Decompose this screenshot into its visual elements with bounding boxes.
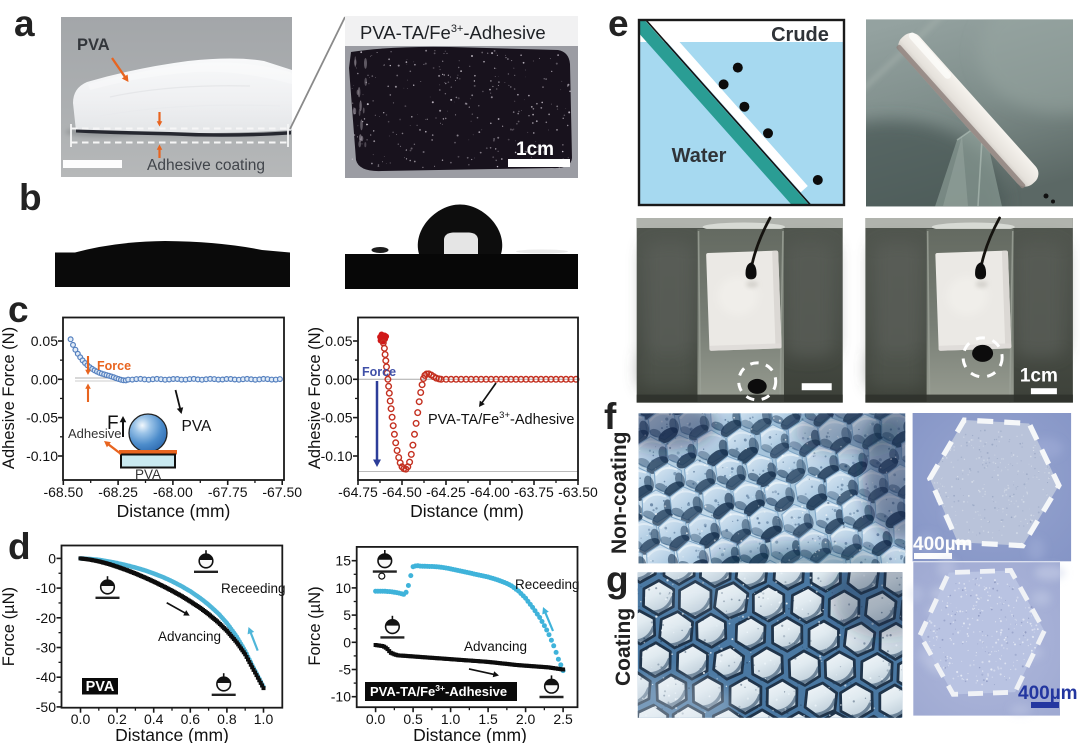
svg-text:Force (µN): Force (µN) <box>0 587 18 666</box>
svg-text:-68.00: -68.00 <box>153 484 193 500</box>
svg-text:0: 0 <box>48 550 56 566</box>
svg-text:0.2: 0.2 <box>107 711 127 727</box>
svg-text:0.4: 0.4 <box>144 711 164 727</box>
svg-text:Distance (mm): Distance (mm) <box>117 501 231 521</box>
svg-text:b: b <box>19 177 42 218</box>
svg-text:5: 5 <box>343 607 351 623</box>
svg-text:Distance (mm): Distance (mm) <box>115 725 229 743</box>
svg-text:e: e <box>608 3 629 44</box>
svg-text:PVA: PVA <box>86 679 115 695</box>
svg-text:-20: -20 <box>36 610 56 626</box>
svg-text:-0.10: -0.10 <box>321 448 353 464</box>
svg-text:0.5: 0.5 <box>403 711 423 727</box>
svg-text:-30: -30 <box>36 640 56 656</box>
svg-text:Distance (mm): Distance (mm) <box>413 725 527 743</box>
svg-text:0: 0 <box>343 634 351 650</box>
svg-text:-64.25: -64.25 <box>426 484 466 500</box>
svg-text:Force (µN): Force (µN) <box>306 586 324 665</box>
svg-text:-68.50: -68.50 <box>43 484 83 500</box>
svg-text:Force: Force <box>97 359 131 373</box>
svg-text:PVA-TA/Fe3+-Adhesive: PVA-TA/Fe3+-Adhesive <box>428 410 575 428</box>
svg-text:-0.05: -0.05 <box>321 410 353 426</box>
svg-text:f: f <box>604 396 617 437</box>
svg-text:-64.00: -64.00 <box>470 484 510 500</box>
svg-text:Distance (mm): Distance (mm) <box>410 501 524 521</box>
svg-text:Adhesive coating: Adhesive coating <box>147 157 265 174</box>
svg-text:PVA: PVA <box>135 467 161 482</box>
svg-text:0.05: 0.05 <box>31 333 58 349</box>
svg-text:0.05: 0.05 <box>325 333 352 349</box>
svg-text:-0.05: -0.05 <box>26 410 58 426</box>
svg-text:-64.75: -64.75 <box>338 484 378 500</box>
svg-text:0.00: 0.00 <box>325 371 352 387</box>
svg-text:0.6: 0.6 <box>181 711 201 727</box>
svg-text:Water: Water <box>672 145 727 167</box>
svg-text:Force: Force <box>362 365 396 379</box>
svg-text:-64.50: -64.50 <box>382 484 422 500</box>
svg-text:2.5: 2.5 <box>553 711 573 727</box>
svg-text:0.8: 0.8 <box>217 711 237 727</box>
svg-text:Non-coating: Non-coating <box>608 432 631 554</box>
svg-text:400µm: 400µm <box>913 534 973 555</box>
svg-text:Adhesive Force (N): Adhesive Force (N) <box>0 327 18 469</box>
svg-text:-10: -10 <box>36 580 56 596</box>
svg-text:2.0: 2.0 <box>516 711 536 727</box>
svg-text:Coating: Coating <box>612 608 635 686</box>
svg-text:1.0: 1.0 <box>441 711 461 727</box>
svg-text:-63.50: -63.50 <box>558 484 598 500</box>
svg-text:Adhesive: Adhesive <box>68 426 121 441</box>
svg-text:Receeding: Receeding <box>515 577 580 592</box>
svg-text:1cm: 1cm <box>1020 365 1058 386</box>
svg-text:1.0: 1.0 <box>254 711 274 727</box>
svg-text:F: F <box>107 413 119 434</box>
svg-text:-5: -5 <box>339 662 352 678</box>
svg-text:Receeding: Receeding <box>221 581 286 596</box>
svg-text:0.00: 0.00 <box>31 371 58 387</box>
svg-text:c: c <box>8 289 29 330</box>
svg-text:Crude: Crude <box>771 24 829 46</box>
svg-text:PVA: PVA <box>182 418 213 435</box>
svg-text:15: 15 <box>335 553 351 569</box>
svg-text:g: g <box>606 559 629 600</box>
svg-text:-50: -50 <box>36 699 56 715</box>
svg-text:-10: -10 <box>331 689 351 705</box>
svg-text:-0.10: -0.10 <box>26 448 58 464</box>
svg-text:10: 10 <box>335 580 351 596</box>
svg-text:Advancing: Advancing <box>464 639 527 654</box>
svg-text:0.0: 0.0 <box>71 711 91 727</box>
svg-text:a: a <box>14 3 35 44</box>
svg-text:PVA-TA/Fe3+-Adhesive: PVA-TA/Fe3+-Adhesive <box>370 683 507 699</box>
svg-text:-40: -40 <box>36 669 56 685</box>
svg-text:PVA-TA/Fe3+-Adhesive: PVA-TA/Fe3+-Adhesive <box>360 22 546 43</box>
svg-text:Advancing: Advancing <box>158 629 221 644</box>
svg-text:-67.75: -67.75 <box>208 484 248 500</box>
svg-text:-63.75: -63.75 <box>514 484 554 500</box>
svg-text:1.5: 1.5 <box>478 711 498 727</box>
svg-text:400µm: 400µm <box>1018 683 1078 704</box>
svg-text:PVA: PVA <box>77 36 110 54</box>
svg-text:-68.25: -68.25 <box>98 484 138 500</box>
svg-text:1cm: 1cm <box>516 139 554 160</box>
svg-text:-67.50: -67.50 <box>262 484 302 500</box>
svg-text:0.0: 0.0 <box>366 711 386 727</box>
svg-text:Adhesive Force (N): Adhesive Force (N) <box>306 327 324 469</box>
svg-text:d: d <box>8 526 31 567</box>
